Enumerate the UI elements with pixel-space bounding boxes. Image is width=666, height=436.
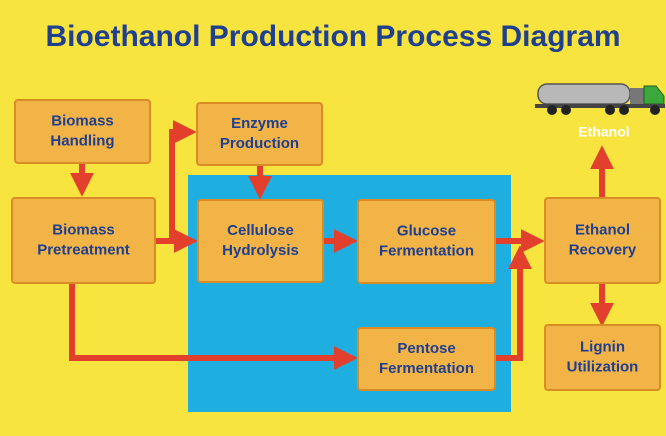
node-label: Handling <box>50 132 114 149</box>
node-label: Biomass <box>51 112 114 129</box>
node-label: Lignin <box>580 338 625 355</box>
node-label: Pentose <box>397 340 455 357</box>
node-label: Ethanol <box>575 221 630 238</box>
node-label: Production <box>220 135 299 152</box>
node-label: Glucose <box>397 222 456 239</box>
node-label: Fermentation <box>379 242 474 259</box>
title: Bioethanol Production Process Diagram <box>45 20 620 53</box>
node-label: Cellulose <box>227 222 294 239</box>
node-label: Enzyme <box>231 115 288 132</box>
node-label: Recovery <box>569 241 637 258</box>
node-label: Utilization <box>567 358 639 375</box>
node-label: Hydrolysis <box>222 242 299 259</box>
output-label: Ethanol <box>578 124 629 140</box>
node-label: Biomass <box>52 221 115 238</box>
node-label: Pretreatment <box>37 241 130 258</box>
node-label: Fermentation <box>379 360 474 377</box>
diagram: Bioethanol Production Process Diagram Et… <box>0 0 666 436</box>
